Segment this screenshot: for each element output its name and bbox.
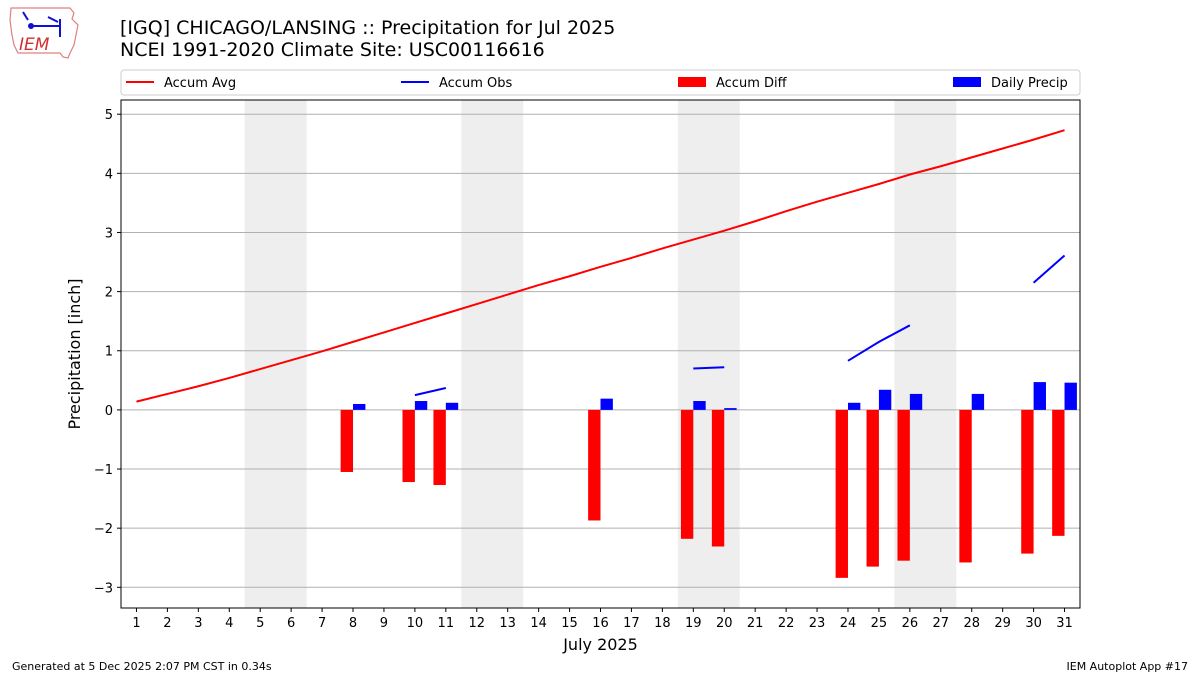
x-tick-label: 11 bbox=[438, 616, 455, 631]
x-tick-label: 8 bbox=[349, 616, 357, 631]
accum-obs-line bbox=[693, 366, 725, 370]
app-label: IEM Autoplot App #17 bbox=[1066, 660, 1189, 673]
legend-label: Daily Precip bbox=[991, 76, 1068, 91]
legend-label: Accum Obs bbox=[439, 76, 512, 91]
accum-diff-bar bbox=[897, 409, 910, 561]
x-tick-label: 29 bbox=[994, 616, 1011, 631]
x-tick-label: 6 bbox=[287, 616, 295, 631]
x-tick-label: 31 bbox=[1056, 616, 1073, 631]
accum-diff-bar bbox=[1021, 409, 1034, 554]
daily-precip-bar bbox=[971, 393, 985, 410]
accum-diff-bar bbox=[835, 409, 848, 578]
x-tick-label: 9 bbox=[380, 616, 388, 631]
y-tick-label: 4 bbox=[105, 167, 113, 182]
x-tick-label: 1 bbox=[132, 616, 140, 631]
accum-diff-bar bbox=[711, 409, 725, 547]
x-tick-label: 21 bbox=[747, 616, 764, 631]
y-tick-label: 0 bbox=[105, 404, 113, 419]
chart-title: [IGQ] CHICAGO/LANSING :: Precipitation f… bbox=[120, 17, 615, 61]
x-tick-label: 10 bbox=[407, 616, 424, 631]
weekend-shading bbox=[244, 100, 307, 608]
accum-diff-bar bbox=[588, 409, 601, 521]
y-tick-label: −1 bbox=[94, 463, 113, 478]
legend-label: Accum Diff bbox=[716, 76, 788, 91]
x-tick-label: 28 bbox=[963, 616, 980, 631]
weekend-shading bbox=[461, 100, 524, 608]
x-tick-label: 23 bbox=[809, 616, 826, 631]
y-tick-label: 2 bbox=[105, 286, 113, 301]
x-tick-label: 2 bbox=[163, 616, 171, 631]
x-axis-label: July 2025 bbox=[562, 635, 638, 654]
x-tick-label: 16 bbox=[592, 616, 609, 631]
daily-precip-bar bbox=[353, 403, 366, 410]
y-tick-label: 3 bbox=[105, 226, 113, 241]
legend-swatch bbox=[953, 77, 981, 87]
x-tick-label: 13 bbox=[499, 616, 516, 631]
x-tick-label: 12 bbox=[468, 616, 485, 631]
plot-frame bbox=[120, 99, 1081, 609]
legend-box bbox=[120, 69, 1081, 96]
x-tick-label: 14 bbox=[530, 616, 547, 631]
daily-precip-bar bbox=[445, 402, 459, 410]
y-axis-label: Precipitation [inch] bbox=[65, 278, 84, 429]
daily-precip-bar bbox=[909, 393, 923, 410]
x-tick-label: 17 bbox=[623, 616, 640, 631]
x-tick-label: 27 bbox=[933, 616, 950, 631]
x-tick-label: 19 bbox=[685, 616, 702, 631]
accum-avg-line bbox=[136, 129, 1065, 403]
accum-obs-line bbox=[1032, 254, 1066, 284]
x-tick-label: 26 bbox=[902, 616, 919, 631]
daily-precip-bar bbox=[847, 402, 861, 410]
x-tick-label: 4 bbox=[225, 616, 233, 631]
title-line-2: NCEI 1991-2020 Climate Site: USC00116616 bbox=[120, 39, 545, 61]
daily-precip-bar bbox=[1064, 382, 1077, 410]
legend-swatch bbox=[678, 77, 706, 87]
accum-diff-bar bbox=[959, 409, 972, 563]
accum-diff-bar bbox=[433, 409, 446, 485]
accum-diff-bar bbox=[866, 409, 879, 567]
x-tick-label: 20 bbox=[716, 616, 733, 631]
title-line-1: [IGQ] CHICAGO/LANSING :: Precipitation f… bbox=[120, 17, 616, 39]
accum-diff-bar bbox=[402, 409, 415, 483]
legend-label: Accum Avg bbox=[164, 76, 236, 91]
svg-text:IEM: IEM bbox=[19, 35, 50, 55]
y-tick-label: 5 bbox=[105, 108, 113, 123]
x-tick-label: 3 bbox=[194, 616, 202, 631]
x-tick-label: 5 bbox=[256, 616, 264, 631]
x-tick-label: 15 bbox=[561, 616, 578, 631]
daily-precip-bar bbox=[414, 401, 428, 410]
x-tick-label: 18 bbox=[654, 616, 671, 631]
generated-timestamp: Generated at 5 Dec 2025 2:07 PM CST in 0… bbox=[12, 660, 272, 673]
x-tick-label: 30 bbox=[1025, 616, 1042, 631]
daily-precip-bar bbox=[693, 401, 706, 410]
daily-precip-bar bbox=[724, 408, 737, 410]
daily-precip-bar bbox=[600, 398, 613, 410]
accum-obs-line bbox=[847, 324, 911, 362]
y-tick-label: −3 bbox=[94, 581, 113, 596]
y-tick-label: −2 bbox=[94, 522, 113, 537]
y-tick-label: 1 bbox=[105, 345, 113, 360]
x-tick-label: 24 bbox=[840, 616, 857, 631]
accum-obs-line bbox=[414, 387, 447, 397]
accum-diff-bar bbox=[680, 409, 694, 539]
x-tick-label: 7 bbox=[318, 616, 326, 631]
x-tick-label: 22 bbox=[778, 616, 795, 631]
x-tick-label: 25 bbox=[871, 616, 888, 631]
accum-diff-bar bbox=[340, 409, 354, 472]
daily-precip-bar bbox=[1033, 382, 1046, 410]
iem-logo: IEM bbox=[9, 7, 79, 59]
accum-diff-bar bbox=[1052, 409, 1065, 536]
daily-precip-bar bbox=[878, 389, 892, 410]
